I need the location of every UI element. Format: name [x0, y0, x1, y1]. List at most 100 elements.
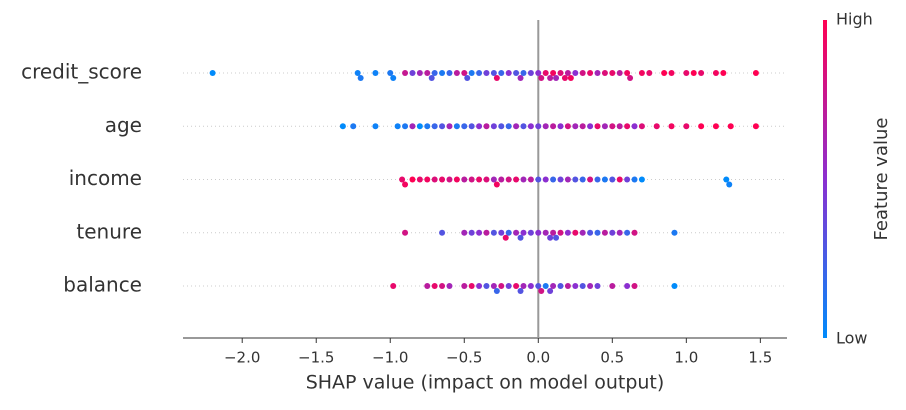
shap-point: [671, 283, 678, 289]
shap-point: [752, 123, 759, 130]
shap-point: [453, 123, 460, 130]
shap-point: [616, 123, 623, 130]
shap-point: [587, 176, 594, 183]
shap-point: [557, 229, 564, 236]
shap-point: [390, 75, 397, 81]
shap-point: [638, 176, 645, 183]
shap-point: [409, 70, 416, 76]
shap-point: [513, 70, 520, 76]
shap-point: [402, 229, 409, 236]
shap-point: [483, 283, 490, 289]
shap-point: [624, 123, 631, 130]
shap-point: [579, 283, 586, 289]
shap-point: [631, 176, 638, 183]
shap-point: [424, 176, 431, 183]
shap-point: [439, 123, 446, 130]
shap-point: [446, 283, 453, 289]
shap-point: [646, 70, 653, 76]
shap-point: [624, 176, 631, 183]
y-tick-label: balance: [63, 273, 142, 297]
shap-point: [542, 123, 549, 130]
shap-point: [594, 123, 601, 130]
shap-point: [476, 70, 483, 76]
shap-point: [461, 283, 468, 289]
colorbar-label: Feature value: [871, 118, 892, 241]
shap-point: [547, 234, 554, 241]
shap-point: [468, 229, 475, 236]
shap-point: [502, 234, 509, 241]
shap-point: [402, 123, 409, 130]
shap-point: [483, 176, 490, 183]
shap-point: [653, 123, 660, 130]
shap-point: [431, 283, 438, 289]
shap-point: [624, 70, 631, 76]
shap-point: [394, 123, 401, 130]
shap-point: [446, 123, 453, 130]
shap-point: [550, 229, 557, 236]
shap-point: [564, 70, 571, 76]
shap-point: [550, 283, 557, 289]
shap-point: [668, 70, 675, 76]
shap-point: [564, 123, 571, 130]
shap-point: [493, 181, 500, 188]
shap-point: [409, 176, 416, 183]
shap-point: [498, 123, 505, 130]
shap-point: [513, 283, 520, 289]
shap-point: [624, 229, 631, 236]
shap-point: [439, 176, 446, 183]
shap-point: [416, 123, 423, 130]
shap-point: [527, 229, 534, 236]
shap-point: [339, 123, 346, 130]
shap-point: [601, 70, 608, 76]
shap-point: [535, 283, 542, 289]
shap-point: [587, 70, 594, 76]
shap-point: [399, 176, 406, 183]
shap-point: [542, 283, 549, 289]
shap-point: [439, 283, 446, 289]
shap-point: [712, 123, 719, 130]
shap-point: [564, 283, 571, 289]
shap-point: [498, 229, 505, 236]
shap-point: [350, 123, 357, 130]
shap-point: [638, 70, 645, 76]
shap-point: [550, 176, 557, 183]
shap-point: [453, 176, 460, 183]
shap-point: [557, 70, 564, 76]
x-tick-label: −1.5: [298, 349, 334, 367]
shap-point: [498, 176, 505, 183]
shap-point: [209, 70, 216, 76]
shap-point: [587, 229, 594, 236]
shap-point: [468, 123, 475, 130]
shap-point: [424, 123, 431, 130]
shap-point: [453, 70, 460, 76]
shap-point: [520, 123, 527, 130]
shap-point: [535, 176, 542, 183]
shap-point: [616, 176, 623, 183]
shap-point: [547, 75, 554, 81]
shap-point: [424, 70, 431, 76]
shap-point: [542, 176, 549, 183]
shap-point: [354, 70, 361, 76]
x-tick-label: −1.0: [372, 349, 408, 367]
shap-point: [372, 123, 379, 130]
shap-point: [572, 229, 579, 236]
shap-point: [587, 283, 594, 289]
x-tick-label: 1.5: [748, 349, 772, 367]
shap-point: [668, 123, 675, 130]
shap-point: [505, 123, 512, 130]
shap-point: [357, 75, 364, 81]
y-tick-label: credit_score: [21, 60, 142, 84]
shap-point: [631, 229, 638, 236]
shap-point: [587, 123, 594, 130]
shap-point: [513, 123, 520, 130]
shap-point: [416, 70, 423, 76]
y-tick-label: income: [69, 166, 142, 190]
shap-point: [505, 176, 512, 183]
shap-point: [431, 70, 438, 76]
shap-point: [446, 70, 453, 76]
shap-point: [572, 70, 579, 76]
shap-point: [542, 229, 549, 236]
shap-point: [490, 283, 497, 289]
shap-point: [538, 75, 545, 81]
